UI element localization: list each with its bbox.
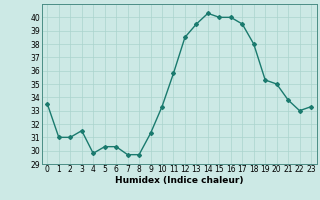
X-axis label: Humidex (Indice chaleur): Humidex (Indice chaleur) — [115, 176, 244, 185]
